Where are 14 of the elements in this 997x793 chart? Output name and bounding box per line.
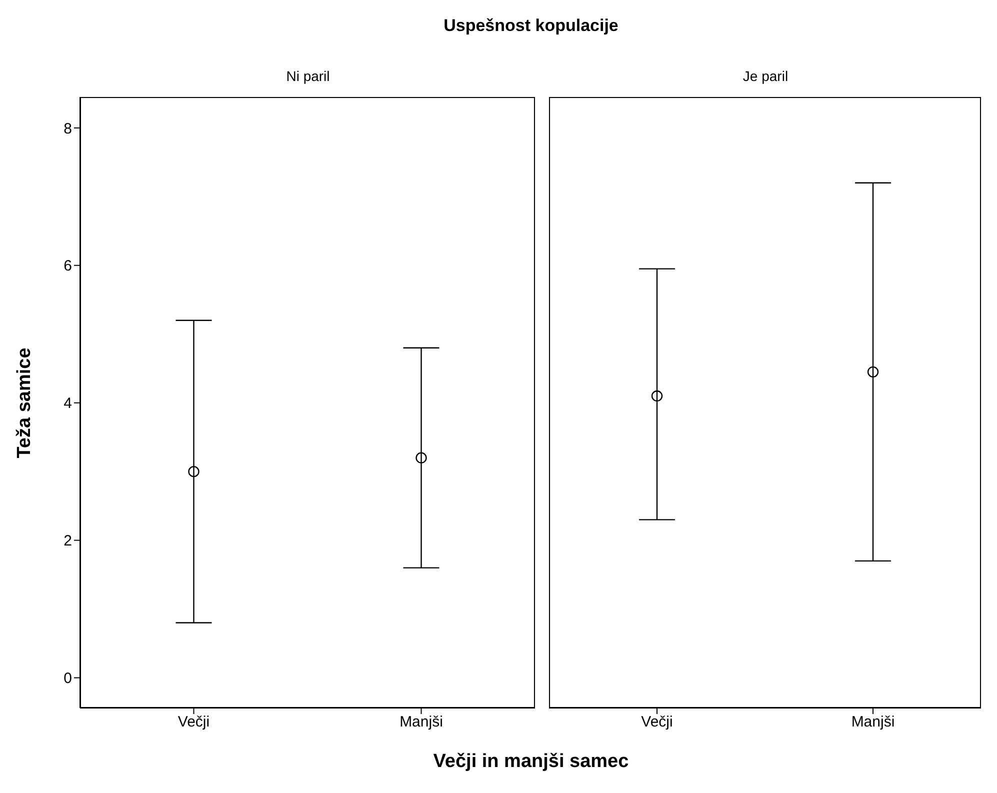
x-tick-label: Manjši bbox=[400, 714, 443, 731]
chart-subtitle: Je paril bbox=[742, 68, 790, 84]
chart-subtitle: Ni paril bbox=[285, 68, 331, 84]
x-tick-label: Večji bbox=[178, 714, 210, 731]
y-tick-label: 2 bbox=[64, 532, 72, 550]
x-axis-title: Večji in manjši samec bbox=[432, 751, 630, 773]
x-tick-label: Manjši bbox=[851, 714, 895, 731]
chart-title: Uspešnost kopulacije bbox=[442, 16, 620, 36]
y-tick-label: 6 bbox=[64, 258, 72, 275]
y-axis-title: Teža samice bbox=[14, 346, 36, 460]
y-tick-label: 4 bbox=[64, 395, 72, 412]
y-tick-label: 8 bbox=[64, 120, 72, 138]
x-tick-label: Večji bbox=[641, 714, 673, 731]
y-tick-label: 0 bbox=[64, 670, 72, 688]
